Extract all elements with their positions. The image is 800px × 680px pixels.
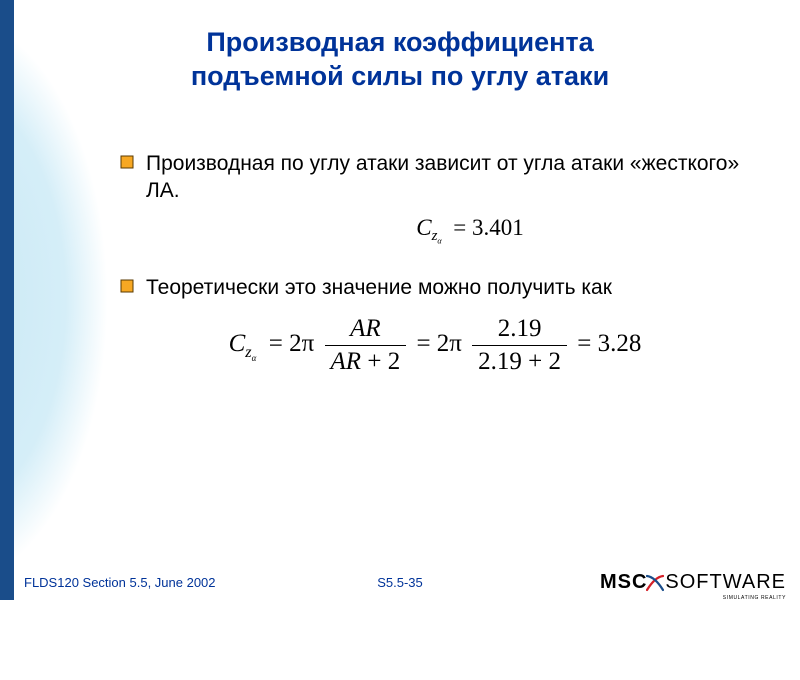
msc-software-logo: MSC SOFTWARE SIMULATING REALITY <box>600 571 786 594</box>
eq1-rhs: 3.401 <box>472 215 524 240</box>
frac2-num: 2.19 <box>472 315 567 346</box>
bullet-text: Теоретически это значение можно получить… <box>146 274 612 301</box>
frac2-den: 2.19 + 2 <box>472 346 567 376</box>
frac1-den: AR + 2 <box>325 346 407 376</box>
eq2-lhs-base: C <box>229 330 246 357</box>
bullet-icon <box>120 279 134 293</box>
eq2-2pi-b: 2π <box>437 330 462 357</box>
eq2-2pi: 2π <box>289 330 314 357</box>
title-line-2: подъемной силы по углу атаки <box>191 61 609 91</box>
logo-msc-text: MSC <box>600 571 647 594</box>
frac1-num: AR <box>325 315 407 346</box>
logo-tagline: SIMULATING REALITY <box>723 595 786 601</box>
eq1-lhs-base: C <box>416 215 431 240</box>
eq2-equals: = <box>269 330 283 357</box>
bullet-item: Теоретически это значение можно получить… <box>120 274 740 301</box>
logo-software-text: SOFTWARE <box>665 571 786 594</box>
logo-swish-icon <box>646 574 664 592</box>
equation-2: Czα = 2π AR AR + 2 = 2π 2.19 2.19 + 2 = … <box>130 315 740 376</box>
equation-1: Czα = 3.401 <box>200 215 740 246</box>
eq2-final-equals: = <box>577 330 591 357</box>
eq2-mid-equals: = <box>416 330 430 357</box>
bullet-item: Производная по углу атаки зависит от угл… <box>120 150 740 205</box>
title-line-1: Производная коэффициента <box>206 27 593 57</box>
content-area: Производная по углу атаки зависит от угл… <box>120 150 740 404</box>
fraction-1: AR AR + 2 <box>325 315 407 376</box>
eq1-lhs-subsub: α <box>437 237 441 246</box>
fraction-2: 2.19 2.19 + 2 <box>472 315 567 376</box>
eq1-equals: = <box>453 215 466 240</box>
eq2-final-val: 3.28 <box>598 330 642 357</box>
slide-title: Производная коэффициента подъемной силы … <box>0 26 800 94</box>
bullet-text: Производная по углу атаки зависит от угл… <box>146 150 740 205</box>
bullet-icon <box>120 155 134 169</box>
eq2-lhs-subsub: α <box>252 353 257 363</box>
